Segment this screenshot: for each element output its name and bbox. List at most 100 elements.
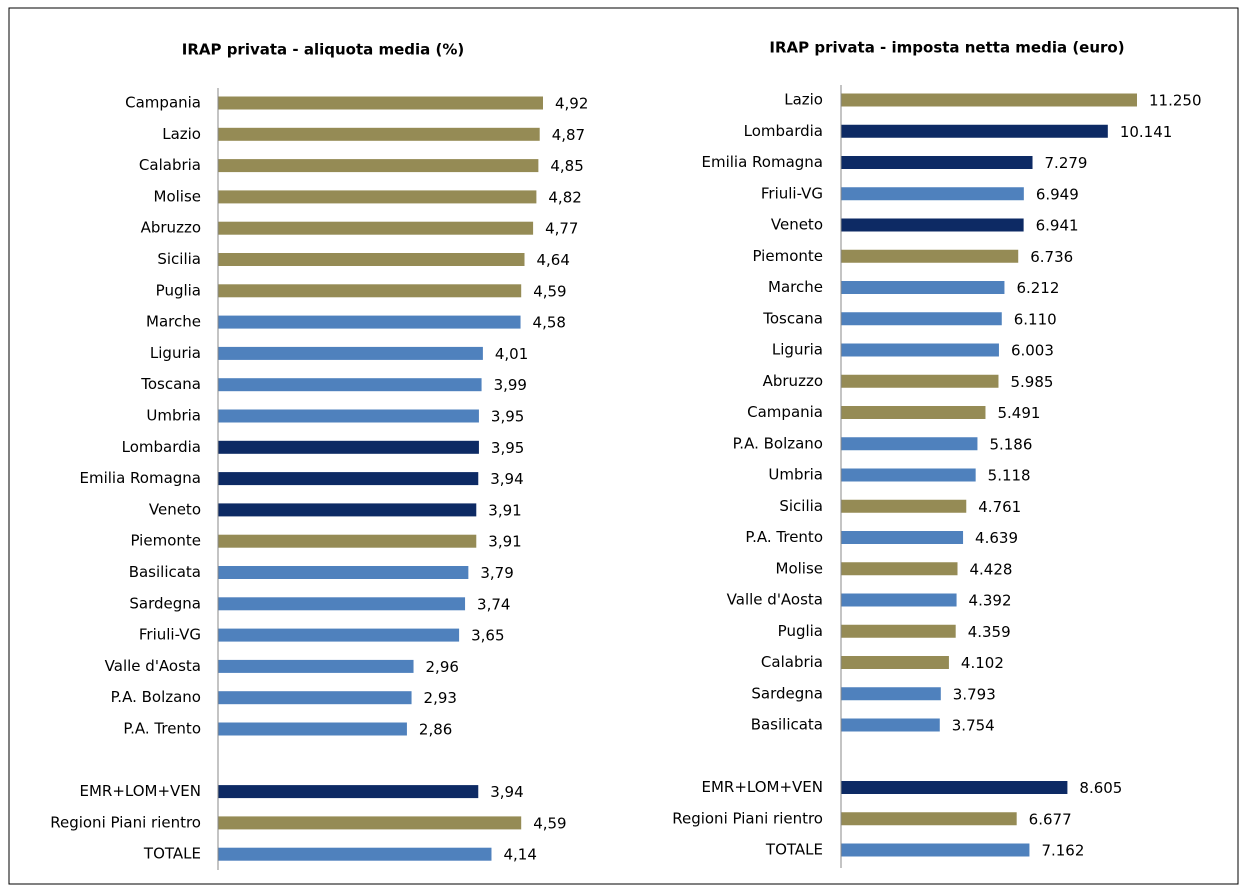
bar xyxy=(218,221,534,235)
category-label: P.A. Bolzano xyxy=(733,434,823,452)
value-label: 7.162 xyxy=(1041,842,1084,860)
category-label: Friuli-VG xyxy=(761,184,823,202)
bar xyxy=(841,843,1030,857)
bar xyxy=(218,96,543,110)
value-label: 8.605 xyxy=(1079,779,1122,797)
bar xyxy=(841,374,999,388)
value-label: 2,86 xyxy=(419,721,452,739)
category-label: P.A. Bolzano xyxy=(111,688,201,706)
value-label: 4,77 xyxy=(545,220,578,238)
value-label: 3.793 xyxy=(953,685,996,703)
category-label: Umbria xyxy=(768,466,823,484)
bar xyxy=(218,628,460,642)
value-label: 4.102 xyxy=(961,654,1004,672)
bar xyxy=(841,281,1005,294)
category-label: P.A. Trento xyxy=(123,720,201,738)
bar xyxy=(841,218,1024,232)
value-label: 5.186 xyxy=(989,435,1032,453)
bar xyxy=(841,812,1017,826)
category-label: Campania xyxy=(125,94,201,112)
category-label: Molise xyxy=(776,559,824,577)
value-label: 4.359 xyxy=(968,623,1011,641)
category-label: Campania xyxy=(747,403,823,421)
category-label: Valle d'Aosta xyxy=(727,591,823,609)
value-label: 5.118 xyxy=(988,467,1031,485)
value-label: 6.003 xyxy=(1011,342,1054,360)
value-label: 4.392 xyxy=(969,592,1012,610)
bar xyxy=(218,534,477,548)
category-label: Umbria xyxy=(146,407,201,425)
category-label: Puglia xyxy=(778,622,823,640)
bar xyxy=(841,562,958,576)
bar xyxy=(841,687,941,701)
chart-title: IRAP privata - imposta netta media (euro… xyxy=(769,39,1124,57)
value-label: 6.212 xyxy=(1016,279,1059,297)
category-label: Molise xyxy=(154,187,202,205)
value-label: 4.639 xyxy=(975,529,1018,547)
bar xyxy=(841,437,978,451)
category-label: Lazio xyxy=(162,125,201,143)
category-label: Liguria xyxy=(772,341,823,359)
category-label: Lazio xyxy=(784,91,823,109)
bar xyxy=(841,93,1137,107)
bar xyxy=(218,659,414,673)
value-label: 3,95 xyxy=(491,408,524,426)
category-label: Sicilia xyxy=(779,497,823,515)
value-label: 3,91 xyxy=(488,501,521,519)
bar xyxy=(218,785,479,799)
category-label: Friuli-VG xyxy=(139,626,201,644)
value-label: 4,59 xyxy=(533,814,566,832)
category-label: Piemonte xyxy=(130,532,201,550)
bar xyxy=(218,440,479,454)
value-label: 3.754 xyxy=(952,717,995,735)
bar xyxy=(218,315,521,329)
value-label: 6.949 xyxy=(1036,185,1079,203)
bar xyxy=(218,472,479,486)
category-label: Emilia Romagna xyxy=(701,153,823,171)
category-label: Sardegna xyxy=(751,684,823,702)
bar xyxy=(841,249,1019,263)
category-label: Calabria xyxy=(139,156,201,174)
bar xyxy=(841,624,956,638)
bar xyxy=(841,593,957,607)
category-label: Sicilia xyxy=(157,250,201,268)
bar xyxy=(218,847,492,861)
category-label: Basilicata xyxy=(129,563,201,581)
value-label: 4,59 xyxy=(533,282,566,300)
value-label: 5.985 xyxy=(1010,373,1053,391)
bar xyxy=(841,468,976,482)
category-label: Liguria xyxy=(150,344,201,362)
category-label: Lombardia xyxy=(744,122,823,140)
value-label: 6.736 xyxy=(1030,248,1073,266)
frame xyxy=(8,7,1239,885)
bar xyxy=(218,253,525,266)
bar xyxy=(841,781,1068,794)
bar xyxy=(841,656,949,669)
bar xyxy=(841,499,967,513)
bar xyxy=(841,124,1108,138)
value-label: 4,01 xyxy=(495,345,528,363)
bar xyxy=(218,566,469,579)
bar xyxy=(218,816,522,830)
category-label: Toscana xyxy=(140,375,201,393)
value-label: 3,65 xyxy=(471,627,504,645)
value-label: 3,99 xyxy=(494,376,527,394)
bar xyxy=(841,156,1033,169)
category-label: Calabria xyxy=(761,653,823,671)
value-label: 6.677 xyxy=(1029,810,1072,828)
value-label: 4,82 xyxy=(548,188,581,206)
bar xyxy=(218,722,407,736)
category-label: P.A. Trento xyxy=(745,528,823,546)
value-label: 3,95 xyxy=(491,439,524,457)
category-label: Lombardia xyxy=(122,438,201,456)
value-label: 5.491 xyxy=(997,404,1040,422)
category-label: Sardegna xyxy=(129,594,201,612)
category-label: Abruzzo xyxy=(763,372,823,390)
value-label: 4,14 xyxy=(503,846,536,864)
bar xyxy=(841,718,940,732)
category-label: Toscana xyxy=(762,309,823,327)
bar xyxy=(841,187,1024,201)
value-label: 4,58 xyxy=(533,314,566,332)
value-label: 2,96 xyxy=(426,658,459,676)
value-label: 3,74 xyxy=(477,595,510,613)
